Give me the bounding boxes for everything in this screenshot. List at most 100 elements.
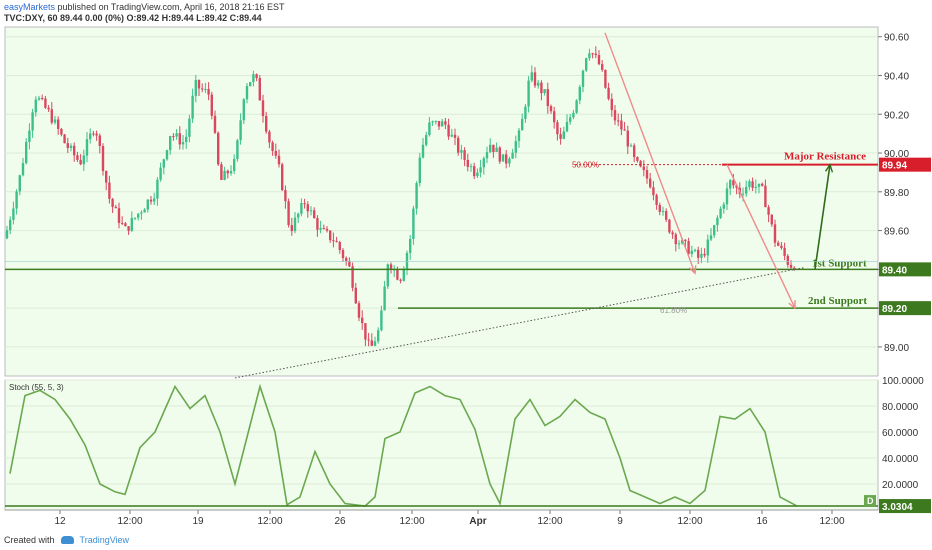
candle-body	[453, 134, 457, 138]
candle-body	[489, 144, 492, 153]
candle-body	[597, 55, 601, 65]
stoch-tick-label: 80.0000	[882, 402, 919, 413]
candle-body	[143, 209, 146, 213]
candle-body	[229, 171, 233, 174]
candle-body	[338, 242, 341, 251]
candle-body	[303, 203, 306, 205]
candle-body	[700, 253, 703, 258]
candle-body	[498, 147, 501, 162]
projection-arrow-line	[604, 32, 696, 274]
projection-arrowhead-icon	[688, 265, 697, 275]
candle-body	[671, 232, 674, 235]
candle-body	[399, 279, 402, 281]
candle-body	[37, 98, 41, 100]
candle-body	[761, 183, 764, 186]
candle-body	[191, 95, 194, 119]
candle-body	[645, 170, 649, 179]
fib-618-label: 61.80%	[660, 306, 687, 315]
time-tick-label: 12:00	[117, 516, 142, 527]
candle-body	[485, 152, 489, 159]
candle-body	[370, 340, 373, 346]
candle-body	[188, 118, 191, 137]
time-tick-label: 12:00	[537, 516, 562, 527]
candle-body	[748, 181, 751, 187]
candle-body	[47, 107, 50, 110]
candle-body	[287, 201, 290, 226]
candle-body	[764, 185, 767, 208]
candle-body	[607, 87, 610, 99]
candle-body	[661, 211, 665, 213]
candle-body	[479, 167, 482, 173]
candle-body	[629, 145, 633, 147]
candle-body	[549, 106, 553, 112]
candle-body	[543, 89, 546, 94]
candle-body	[185, 136, 188, 143]
first-support-value: 89.40	[882, 265, 907, 276]
candle-body	[537, 82, 540, 86]
candle-body	[220, 164, 223, 180]
candle-body	[178, 133, 181, 145]
time-tick-label: 26	[334, 516, 346, 527]
price-panel	[4, 26, 879, 377]
price-tick-label: 89.80	[884, 188, 909, 199]
candle-body	[725, 188, 729, 205]
time-tick-label: Apr	[469, 516, 486, 527]
candle-body	[524, 106, 527, 119]
candle-body	[617, 120, 620, 122]
candle-body	[210, 94, 213, 116]
candle-body	[92, 133, 95, 135]
publisher-name[interactable]: easyMarkets	[4, 2, 56, 12]
candle-body	[514, 141, 517, 153]
candle-body	[652, 187, 655, 196]
candle-body	[556, 122, 559, 135]
candle-body	[425, 135, 428, 145]
candle-body	[553, 111, 556, 123]
tradingview-brand[interactable]: TradingView	[79, 535, 130, 545]
candle-body	[770, 214, 773, 225]
candle-body	[677, 243, 681, 245]
candle-body	[492, 144, 495, 152]
candle-body	[757, 183, 761, 187]
candle-body	[322, 228, 325, 230]
candle-body	[690, 250, 693, 254]
candle-body	[53, 119, 57, 123]
candle-body	[300, 203, 303, 214]
candle-body	[703, 253, 706, 256]
candle-body	[386, 264, 389, 287]
time-tick-label: 12:00	[677, 516, 702, 527]
candle-body	[281, 164, 284, 191]
candle-body	[261, 100, 265, 117]
candle-body	[501, 154, 505, 162]
candle-body	[594, 53, 597, 56]
price-tick-label: 90.00	[884, 149, 909, 160]
candle-body	[255, 74, 258, 79]
tradingview-logo-icon	[60, 536, 74, 544]
candle-body	[767, 207, 770, 215]
candle-body	[12, 208, 15, 220]
candle-body	[329, 230, 332, 241]
candle-body	[105, 171, 108, 183]
candle-body	[412, 208, 415, 239]
candle-body	[457, 137, 460, 153]
candle-body	[389, 264, 393, 270]
candle-body	[793, 267, 796, 269]
time-tick-label: 12	[54, 516, 66, 527]
candle-body	[623, 129, 626, 131]
candle-body	[44, 98, 47, 108]
candle-body	[636, 157, 639, 161]
candle-body	[722, 204, 725, 209]
second-support-label: 2nd Support	[808, 295, 867, 307]
candle-body	[687, 241, 690, 254]
candle-body	[15, 191, 18, 209]
stoch-panel	[4, 379, 879, 511]
candle-body	[5, 230, 9, 239]
candle-body	[588, 53, 591, 59]
candle-body	[402, 268, 405, 281]
candle-body	[309, 210, 313, 212]
candle-body	[41, 98, 44, 100]
candle-body	[428, 122, 431, 136]
candle-body	[277, 155, 281, 165]
stoch-tick-label: 20.0000	[882, 480, 919, 491]
stoch-value-label: 3.0304	[882, 502, 913, 513]
